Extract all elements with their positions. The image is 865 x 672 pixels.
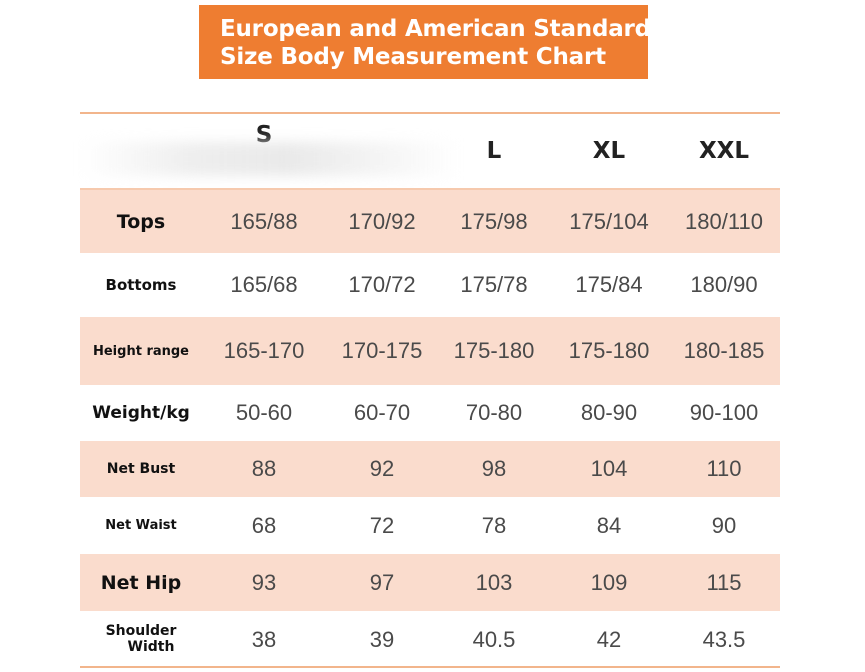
table-cell: 93 xyxy=(251,569,277,595)
table-cell: 43.5 xyxy=(702,626,746,652)
table-cell: 39 xyxy=(369,626,395,652)
table-cell: 180/90 xyxy=(690,272,758,297)
table-cell: 70-80 xyxy=(465,400,523,425)
size-chart-table: S L XL XXL Tops 165/88 170/92 175/98 175… xyxy=(80,114,780,668)
table-top-rule xyxy=(80,112,780,114)
table-row: Tops 165/88 170/92 175/98 175/104 180/11… xyxy=(80,188,780,253)
size-header-row: S L XL XXL xyxy=(80,114,780,188)
row-label-weight: Weight/kg xyxy=(92,403,190,423)
size-header-s: S xyxy=(255,122,273,148)
table-cell: 98 xyxy=(481,456,507,481)
table-row: Net Hip 93 97 103 109 115 xyxy=(80,554,780,611)
table-cell: 110 xyxy=(706,456,742,481)
table-cell: 165/68 xyxy=(230,272,298,297)
size-header-l: L xyxy=(486,138,502,164)
row-label-net-waist: Net Waist xyxy=(105,518,177,533)
table-cell: 165-170 xyxy=(223,338,305,363)
table-cell: 40.5 xyxy=(472,626,516,652)
table-cell: 38 xyxy=(251,626,277,652)
row-label-net-bust: Net Bust xyxy=(106,461,176,477)
table-cell: 165/88 xyxy=(230,208,298,234)
table-row: Shoulder Width 38 39 40.5 42 43.5 xyxy=(80,611,780,668)
table-cell: 175-180 xyxy=(453,338,535,363)
table-cell: 90-100 xyxy=(689,400,759,425)
table-cell: 180-185 xyxy=(683,338,765,363)
table-cell: 80-90 xyxy=(580,400,638,425)
table-cell: 103 xyxy=(475,569,513,595)
table-cell: 50-60 xyxy=(235,400,293,425)
table-cell: 42 xyxy=(596,626,622,652)
row-label-shoulder-width: Shoulder Width xyxy=(80,611,202,668)
row-label-height-range: Height range xyxy=(92,343,189,359)
row-label-shoulder-line-2: Width xyxy=(127,639,175,655)
table-cell: 175/98 xyxy=(460,208,528,234)
row-label-bottoms: Bottoms xyxy=(105,276,177,294)
chart-title-banner: European and American Standard Size Body… xyxy=(199,5,651,79)
table-bottom-rule xyxy=(80,666,780,668)
table-cell: 170-175 xyxy=(341,338,423,363)
table-cell: 175-180 xyxy=(568,338,650,363)
table-cell: 180/110 xyxy=(685,208,763,234)
table-cell: 78 xyxy=(481,512,507,538)
size-header-m xyxy=(326,114,438,188)
table-cell: 109 xyxy=(590,569,628,595)
size-header-xl: XL xyxy=(592,138,626,164)
row-label-shoulder-line-1: Shoulder xyxy=(105,623,177,639)
size-header-xxl: XXL xyxy=(698,138,750,164)
table-row: Bottoms 165/68 170/72 175/78 175/84 180/… xyxy=(80,253,780,317)
table-cell: 97 xyxy=(369,569,395,595)
table-cell: 175/104 xyxy=(569,208,649,234)
table-row: Height range 165-170 170-175 175-180 175… xyxy=(80,317,780,385)
table-cell: 90 xyxy=(711,512,737,538)
chart-title-line-1: European and American Standard xyxy=(220,16,651,42)
table-cell: 92 xyxy=(369,456,395,481)
table-cell: 84 xyxy=(596,512,622,538)
table-row: Weight/kg 50-60 60-70 70-80 80-90 90-100 xyxy=(80,385,780,441)
table-row: Net Waist 68 72 78 84 90 xyxy=(80,497,780,554)
header-corner-cell xyxy=(80,114,202,188)
table-row: Net Bust 88 92 98 104 110 xyxy=(80,441,780,497)
table-cell: 72 xyxy=(369,512,395,538)
table-cell: 60-70 xyxy=(353,400,411,425)
table-cell: 68 xyxy=(251,512,277,538)
row-label-net-hip: Net Hip xyxy=(100,571,182,594)
table-cell: 115 xyxy=(706,569,742,595)
chart-title-line-2: Size Body Measurement Chart xyxy=(220,44,606,70)
table-cell: 170/92 xyxy=(348,208,416,234)
table-cell: 170/72 xyxy=(348,272,416,297)
table-cell: 175/84 xyxy=(575,272,643,297)
row-label-tops: Tops xyxy=(116,210,166,233)
table-cell: 88 xyxy=(251,456,277,481)
table-cell: 104 xyxy=(590,456,628,481)
table-cell: 175/78 xyxy=(460,272,528,297)
